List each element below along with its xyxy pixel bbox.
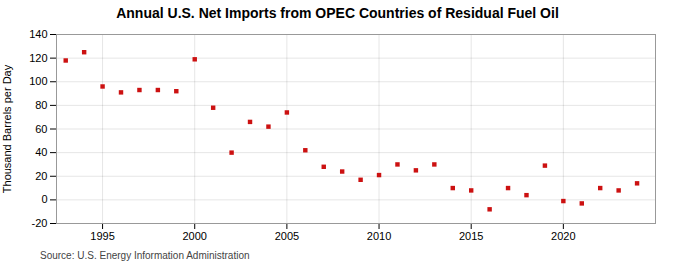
html-text:Source: U.S. Energy Informatio: Source: U.S. Energy Information Administ… [40,250,250,261]
svg-text:2020: 2020 [551,230,575,242]
svg-text:40: 40 [35,146,47,158]
svg-text:20: 20 [35,170,47,182]
svg-text:100: 100 [29,75,47,87]
svg-text:80: 80 [35,99,47,111]
svg-text:140: 140 [29,28,47,40]
html-text:Annual U.S. Net Imports from O: Annual U.S. Net Imports from OPEC Countr… [116,5,559,21]
svg-text:Thousand Barrels per Day: Thousand Barrels per Day [1,64,13,193]
svg-text:2015: 2015 [459,230,483,242]
svg-text:0: 0 [41,193,47,205]
svg-text:2005: 2005 [275,230,299,242]
svg-text:2010: 2010 [367,230,391,242]
svg-text:2000: 2000 [182,230,206,242]
svg-text:120: 120 [29,52,47,64]
svg-text:1995: 1995 [90,230,114,242]
svg-text:-20: -20 [32,217,48,229]
svg-text:60: 60 [35,123,47,135]
